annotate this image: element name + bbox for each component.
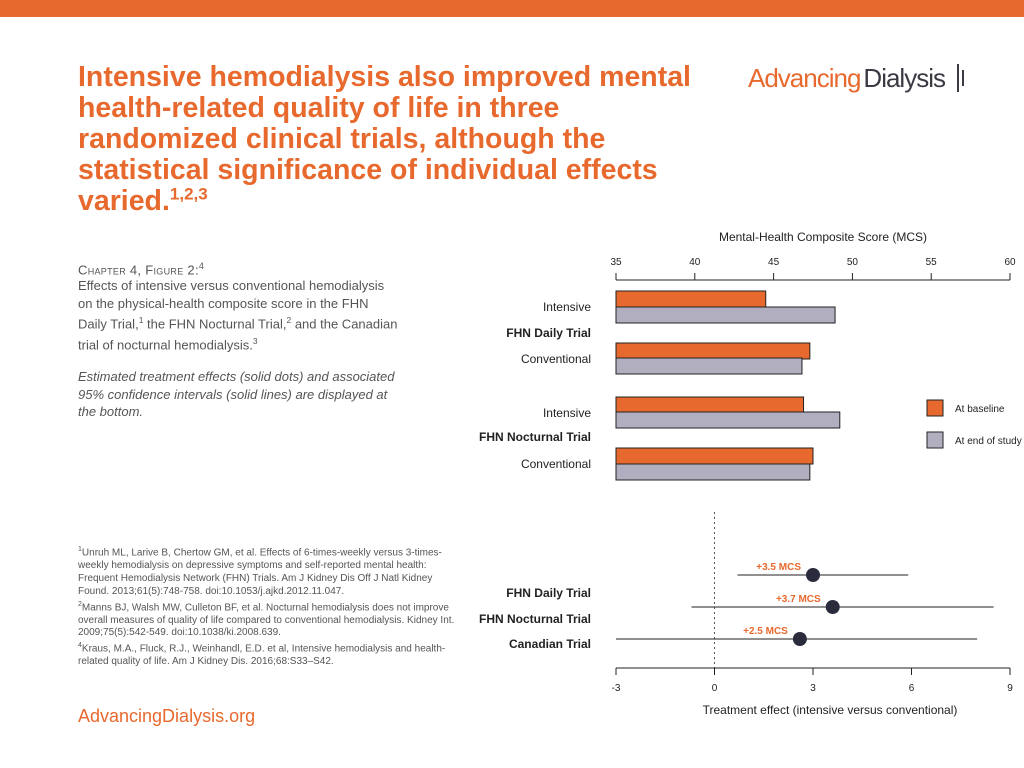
figure-desc-part3: and the Canadian trial of nocturnal hemo… (78, 316, 398, 353)
forest-point (806, 568, 820, 582)
bar-row-label: Conventional (521, 352, 591, 366)
bar-chart-title: Mental-Health Composite Score (MCS) (719, 230, 927, 244)
forest-trial-label: Canadian Trial (509, 637, 591, 651)
bar-x-tick-label: 35 (610, 257, 622, 268)
bar-group-label: FHN Nocturnal Trial (479, 430, 591, 444)
site-url[interactable]: AdvancingDialysis.org (78, 706, 256, 726)
forest-x-tick-label: 9 (1007, 683, 1013, 694)
bar-end-of-study (615, 411, 841, 429)
figure-note: Estimated treatment effects (solid dots)… (78, 369, 395, 419)
bar-end-of-study (615, 306, 836, 324)
figure-description: Effects of intensive versus conventional… (78, 277, 398, 354)
logo-word-dialysis: Dialysis (863, 62, 946, 93)
bar-x-tick-label: 50 (847, 257, 859, 268)
logo-mark-icon (957, 58, 969, 98)
forest-trial-label: FHN Daily Trial (506, 586, 591, 600)
bar-baseline (615, 342, 811, 360)
reference-item: 4Kraus, M.A., Fluck, R.J., Weinhandl, E.… (78, 640, 463, 669)
reference-item: 1Unruh ML, Larive B, Chertow GM, et al. … (78, 544, 463, 599)
forest-x-axis-label: Treatment effect (intensive versus conve… (703, 703, 958, 717)
bar-x-tick-label: 55 (926, 257, 938, 268)
references: 1Unruh ML, Larive B, Chertow GM, et al. … (78, 544, 463, 669)
forest-effect-label: +2.5 MCS (743, 626, 788, 637)
reference-num: 2 (78, 600, 82, 608)
forest-trial-label: FHN Nocturnal Trial (479, 612, 591, 626)
legend-swatch-end (926, 431, 944, 449)
forest-x-tick-label: 3 (810, 683, 816, 694)
forest-effect-label: +3.5 MCS (756, 562, 801, 573)
forest-point (825, 600, 840, 614)
figure-label: Chapter 4, Figure 2:4 (78, 261, 204, 277)
bar-row-label: Intensive (543, 406, 591, 420)
figure-desc-ref2: 2 (286, 315, 292, 325)
figure-desc-part1: Effects of intensive versus conventional… (78, 278, 385, 332)
bar-baseline (615, 447, 814, 465)
logo-word-advancing: Advancing (748, 62, 861, 93)
figure-label-ref: 4 (198, 261, 205, 271)
reference-text: Unruh ML, Larive B, Chertow GM, et al. E… (78, 547, 442, 597)
legend-label-end: At end of study (955, 436, 1022, 447)
reference-num: 1 (78, 546, 82, 553)
legend-swatch-baseline (926, 399, 944, 417)
title-refs: 1,2,3 (169, 184, 208, 204)
forest-point (792, 632, 807, 646)
figure-desc-part2: the FHN Nocturnal Trial, (143, 316, 287, 332)
reference-item: 2Manns BJ, Walsh MW, Culleton BF, et al.… (78, 599, 463, 641)
figure-desc-ref1: 1 (138, 315, 144, 325)
bar-row-label: Intensive (543, 300, 591, 314)
title-text: Intensive hemodialysis also improved men… (78, 61, 691, 217)
bar-x-tick-label: 45 (768, 257, 780, 268)
bar-baseline (615, 290, 767, 308)
forest-x-tick-label: -3 (612, 683, 621, 694)
top-accent-bar (0, 0, 1024, 17)
page-title: Intensive hemodialysis also improved men… (78, 62, 718, 217)
figure-desc-ref3: 3 (252, 335, 258, 346)
bar-end-of-study (615, 357, 803, 375)
bar-row-label: Conventional (521, 457, 591, 471)
forest-x-tick-label: 0 (712, 683, 718, 694)
forest-x-tick-label: 6 (909, 683, 915, 694)
legend-label-baseline: At baseline (955, 404, 1005, 415)
brand-logo: Advancing Dialysis (748, 58, 969, 98)
bar-x-tick-label: 40 (689, 257, 701, 268)
figure-label-text: Chapter 4, Figure 2: (78, 262, 199, 278)
reference-num: 4 (78, 642, 82, 650)
forest-effect-label: +3.7 MCS (776, 594, 821, 605)
bar-group-label: FHN Daily Trial (506, 326, 591, 340)
reference-text: Manns BJ, Walsh MW, Culleton BF, et al. … (78, 601, 455, 639)
reference-text: Kraus, M.A., Fluck, R.J., Weinhandl, E.D… (78, 643, 446, 668)
bar-x-tick-label: 60 (1004, 257, 1016, 268)
bar-end-of-study (615, 463, 811, 481)
bar-baseline (615, 396, 805, 414)
